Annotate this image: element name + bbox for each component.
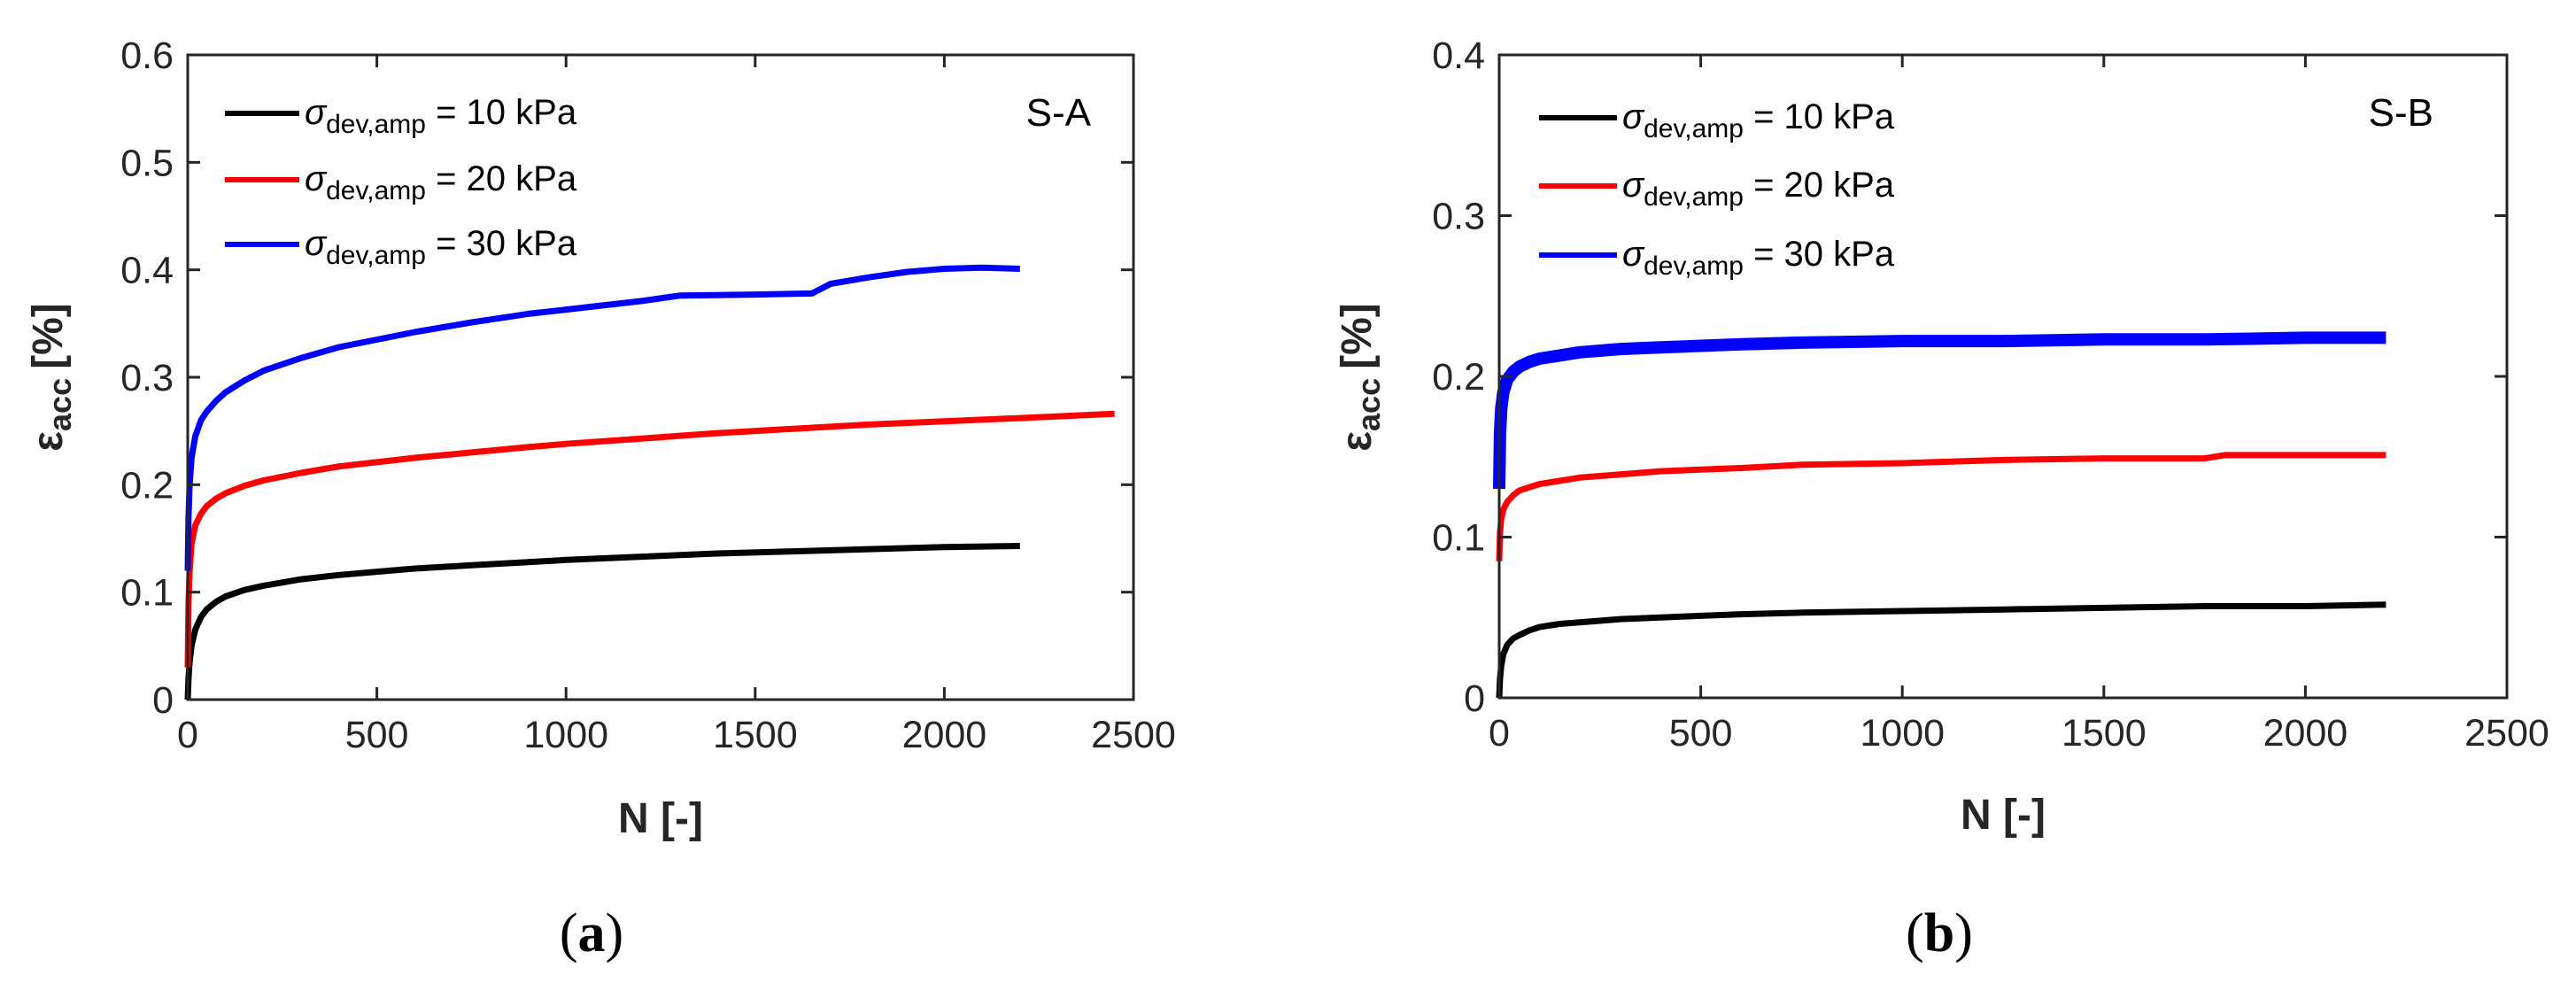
panel-b-legend-label-10kpa: σdev,amp = 10 kPa xyxy=(1622,97,1895,143)
panel-b-series-10-kpa xyxy=(1496,601,2386,699)
panel-b-legend-label-20kpa: σdev,amp = 20 kPa xyxy=(1622,166,1895,212)
panel-a-legend-label-10kpa: σdev,amp = 10 kPa xyxy=(305,93,577,139)
panel-a-y-tick-label: 0.6 xyxy=(120,35,174,77)
panel-a-x-tick-label: 2500 xyxy=(1091,714,1176,756)
panel-a: 0 500 1000 1500 2000 250000.10.20.30.40.50.6 … xyxy=(25,35,1176,964)
panel-b-y-tick-label: 0.1 xyxy=(1432,517,1485,560)
panel-b-y-tick-label: 0.4 xyxy=(1432,35,1485,77)
panel-b-plot-frame xyxy=(1497,53,2509,700)
panel-b-x-tick-label: 1500 xyxy=(2062,712,2147,755)
panel-a-series-30-kpa xyxy=(184,264,1020,571)
panel-a-y-tick-label: 0.2 xyxy=(120,464,174,507)
panel-b-series-20-kpa xyxy=(1496,452,2386,561)
panel-b-x-tick-label: 2500 xyxy=(2464,712,2549,755)
panel-a-legend-label-20kpa: σdev,amp = 20 kPa xyxy=(305,159,577,205)
panel-b-series-layer xyxy=(1493,331,2386,699)
panel-a-series-20-kpa xyxy=(184,410,1115,668)
panel-b-ticks: 0 500 1000 1500 2000 2500 0 0.1 0.2 0.3 0.4 xyxy=(1432,35,2549,755)
panel-b-tag: S-B xyxy=(2369,91,2433,135)
panel-b-legend-label-30kpa: σdev,amp = 30 kPa xyxy=(1622,235,1895,281)
panel-b-x-tick-label: 1000 xyxy=(1860,712,1945,755)
panel-a-caption: (a) xyxy=(560,903,623,964)
panel-a-x-tick-label: 1000 xyxy=(523,714,608,756)
panel-b-y-axis-symbol: ε xyxy=(1334,431,1381,452)
panel-a-caption-letter: a xyxy=(578,903,606,964)
panel-b-y-axis-title: εacc [%] xyxy=(1334,303,1387,452)
panel-a-y-tick-label: 0.1 xyxy=(120,572,174,615)
panel-b-y-tick-label: 0.3 xyxy=(1432,196,1485,238)
panel-a-x-tick-label: 0 xyxy=(177,714,198,756)
panel-b-x-tick-label: 500 xyxy=(1669,712,1733,755)
panel-b-caption: (b) xyxy=(1906,903,1973,964)
panel-b-y-axis-subscript: acc xyxy=(1350,378,1387,431)
panel-a-y-tick-label: 0.5 xyxy=(120,142,174,184)
panel-a-y-tick-label: 0 xyxy=(152,679,174,722)
panel-a-x-tick-label: 1500 xyxy=(713,714,798,756)
panel-a-y-axis-title: εacc [%] xyxy=(25,303,78,452)
panel-a-x-axis-title: N [-] xyxy=(618,795,703,842)
panel-b-series-30-kpa xyxy=(1493,331,2386,490)
panel-a-y-axis-subscript: acc xyxy=(42,378,78,431)
panel-a-series-layer xyxy=(184,264,1115,700)
panel-a-legend: σdev,amp = 10 kPa σdev,amp = 20 kPa σdev… xyxy=(225,93,577,270)
panel-a-y-axis-symbol: ε xyxy=(25,431,72,452)
panel-b-x-tick-label: 2000 xyxy=(2263,712,2348,755)
panel-b-x-axis-title: N [-] xyxy=(1961,792,2046,839)
panel-a-plot-frame xyxy=(186,53,1135,701)
panel-a-ticks: 0 500 1000 1500 2000 2500 0 0.1 0.2 0.3 0.4 0.5 0.6 xyxy=(120,35,1176,756)
panel-a-series-10-kpa xyxy=(184,543,1020,700)
panel-a-x-tick-label: 500 xyxy=(345,714,409,756)
panel-b-y-tick-label: 0 xyxy=(1464,677,1485,720)
panel-b-legend: σdev,amp = 10 kPa σdev,amp = 20 kPa σdev… xyxy=(1539,97,1895,281)
panel-a-y-tick-label: 0.4 xyxy=(120,250,174,292)
panel-a-y-axis-unit: [%] xyxy=(25,303,72,369)
panel-a-legend-label-30kpa: σdev,amp = 30 kPa xyxy=(305,224,577,270)
panel-a-y-tick-label: 0.3 xyxy=(120,357,174,399)
panel-a-tag: S-A xyxy=(1026,91,1092,135)
panel-a-x-tick-label: 2000 xyxy=(902,714,987,756)
panel-b-y-tick-label: 0.2 xyxy=(1432,356,1485,399)
panel-b-x-tick-label: 0 xyxy=(1489,712,1510,755)
panel-b-caption-letter: b xyxy=(1924,903,1954,964)
panel-b-y-axis-unit: [%] xyxy=(1334,303,1381,369)
